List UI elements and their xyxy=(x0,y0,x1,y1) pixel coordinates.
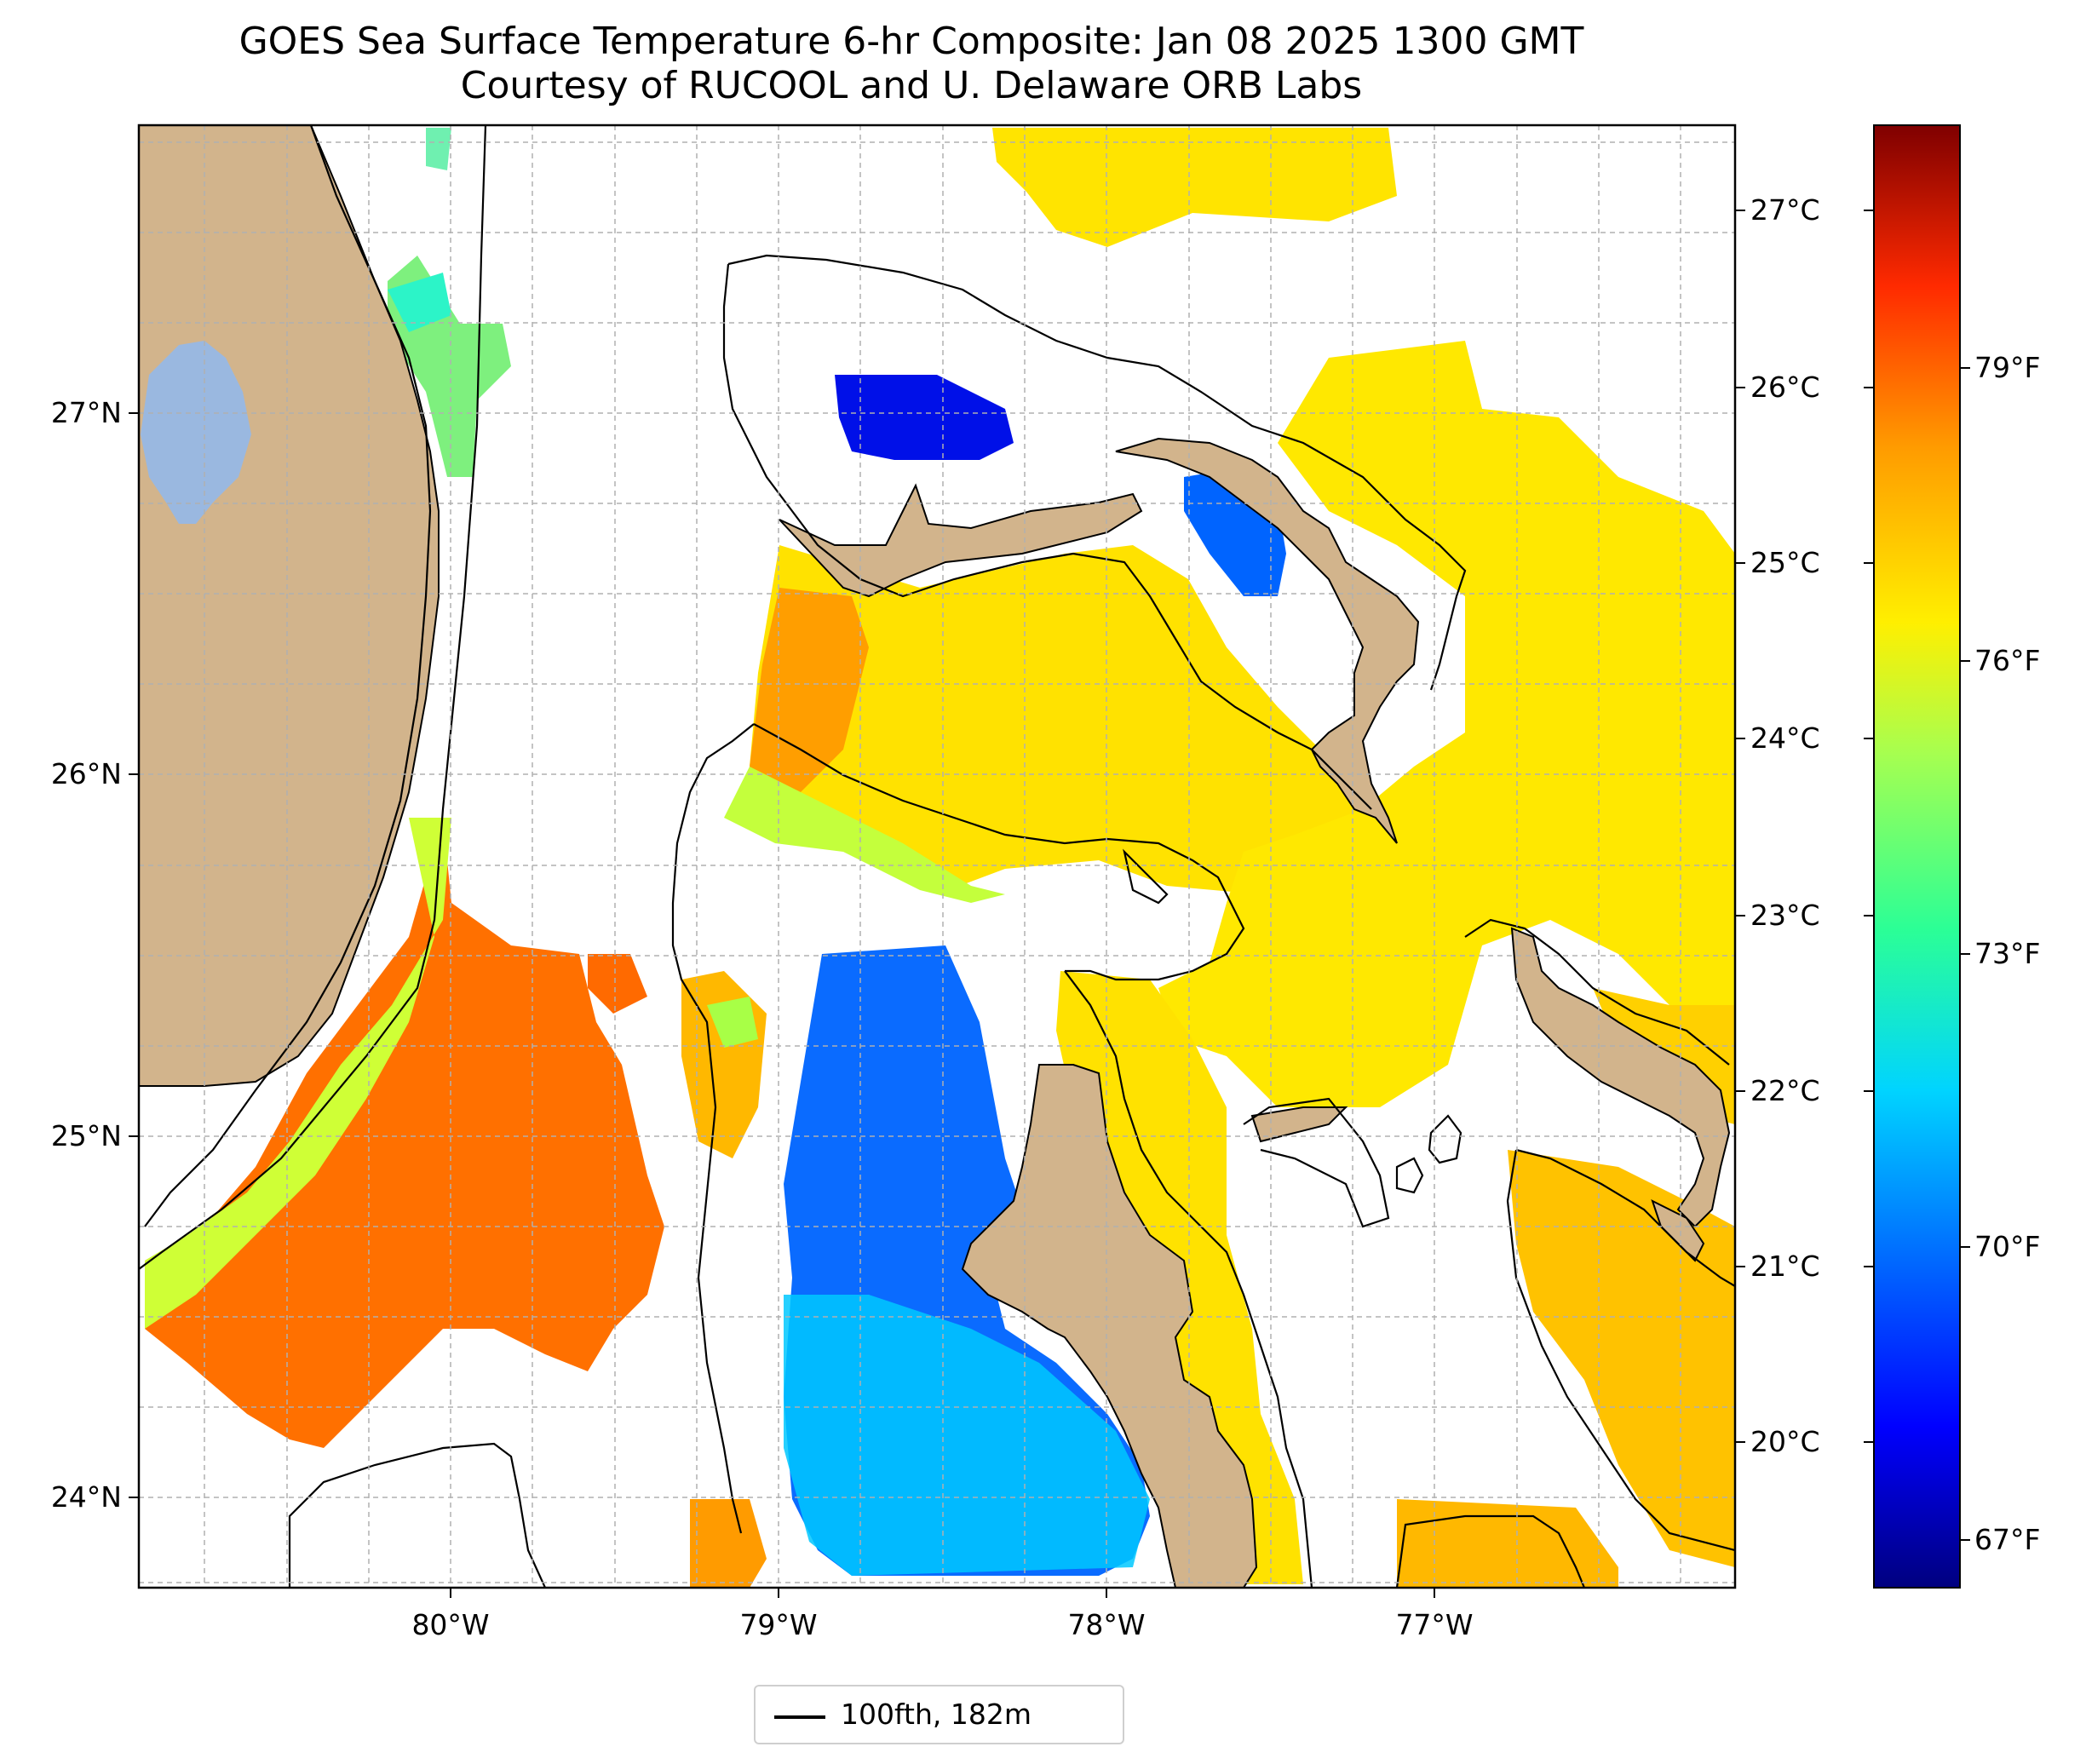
lon-tick-label: 77°W xyxy=(1395,1608,1474,1641)
axis-ticks xyxy=(129,210,1745,1598)
land-layer xyxy=(139,125,1731,1588)
lon-tick-label: 79°W xyxy=(739,1608,818,1641)
lake-okeechobee xyxy=(141,341,251,524)
gridlines xyxy=(139,125,1735,1588)
colorbar-celsius-label: 22°C xyxy=(1750,1074,1820,1107)
colorbar-celsius-label: 25°C xyxy=(1750,546,1820,579)
lat-tick-label: 25°N xyxy=(50,1119,122,1152)
colorbar-ticks xyxy=(1864,210,1970,1541)
lon-tick-label: 78°W xyxy=(1067,1608,1146,1641)
colorbar-celsius-label: 24°C xyxy=(1750,721,1820,755)
lat-tick-label: 27°N xyxy=(50,396,122,429)
colorbar-fahrenheit-label: 76°F xyxy=(1974,644,2041,677)
colorbar-celsius-label: 27°C xyxy=(1750,193,1820,227)
colorbar-fahrenheit-label: 70°F xyxy=(1974,1230,2041,1263)
legend-label: 100fth, 182m xyxy=(841,1698,1032,1731)
isobath-lines xyxy=(139,125,1735,1588)
lon-tick-label: 80°W xyxy=(411,1608,490,1641)
colorbar-celsius-label: 26°C xyxy=(1750,371,1820,404)
colorbar xyxy=(1873,124,1961,1589)
colorbar-celsius-label: 20°C xyxy=(1750,1425,1820,1458)
colorbar-celsius-label: 23°C xyxy=(1750,899,1820,932)
colorbar-fahrenheit-label: 79°F xyxy=(1974,351,2041,384)
lat-tick-label: 26°N xyxy=(50,757,122,790)
legend: 100fth, 182m xyxy=(754,1685,1124,1744)
map-subtitle: Courtesy of RUCOOL and U. Delaware ORB L… xyxy=(460,64,1363,107)
colorbar-fahrenheit-label: 73°F xyxy=(1974,937,2041,970)
map-frame xyxy=(137,124,1737,1589)
lat-tick-label: 24°N xyxy=(50,1480,122,1514)
colorbar-fahrenheit-label: 67°F xyxy=(1974,1523,2041,1556)
colorbar-celsius-label: 21°C xyxy=(1750,1250,1820,1283)
legend-isobath-swatch xyxy=(774,1715,825,1719)
map-title: GOES Sea Surface Temperature 6-hr Compos… xyxy=(238,20,1584,63)
